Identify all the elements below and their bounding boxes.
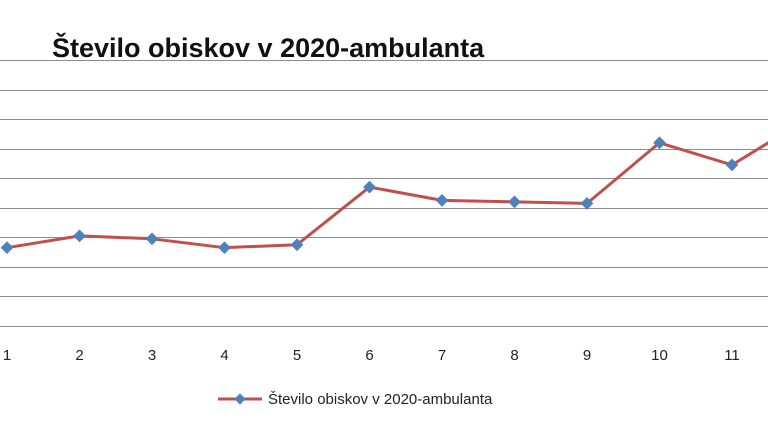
x-tick-label: 8	[510, 347, 518, 364]
data-point-marker	[0, 241, 14, 255]
x-tick-label: 2	[75, 347, 83, 364]
x-tick-label: 9	[583, 347, 591, 364]
data-point-marker	[145, 232, 159, 246]
data-point-marker	[363, 180, 376, 194]
data-point-marker	[508, 195, 521, 209]
x-tick-label: 7	[438, 347, 446, 364]
x-tick-label: 5	[293, 347, 301, 364]
x-tick-label: 3	[148, 347, 156, 364]
x-tick-label: 1	[3, 347, 11, 364]
legend-marker-swatch	[234, 393, 246, 405]
x-tick-label: 11	[724, 347, 740, 364]
x-axis-tick-labels: 123456789101112	[3, 347, 740, 364]
x-tick-label: 10	[651, 347, 668, 364]
series-group	[0, 136, 768, 255]
data-point-marker	[73, 229, 86, 243]
chart-title: Število obiskov v 2020-ambulanta	[52, 32, 485, 63]
series-line	[6, 141, 768, 250]
data-point-marker	[290, 238, 304, 252]
legend-label: Število obiskov v 2020-ambulanta	[268, 391, 493, 408]
x-tick-label: 4	[220, 347, 228, 364]
grid-lines	[0, 60, 768, 327]
legend: Število obiskov v 2020-ambulanta	[218, 391, 493, 408]
x-tick-label: 6	[365, 347, 373, 364]
data-point-marker	[218, 241, 231, 255]
data-point-marker	[435, 194, 449, 207]
